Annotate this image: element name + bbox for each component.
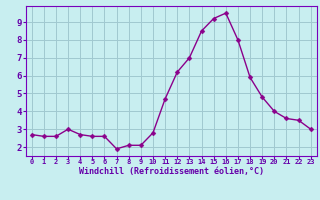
X-axis label: Windchill (Refroidissement éolien,°C): Windchill (Refroidissement éolien,°C)	[79, 167, 264, 176]
